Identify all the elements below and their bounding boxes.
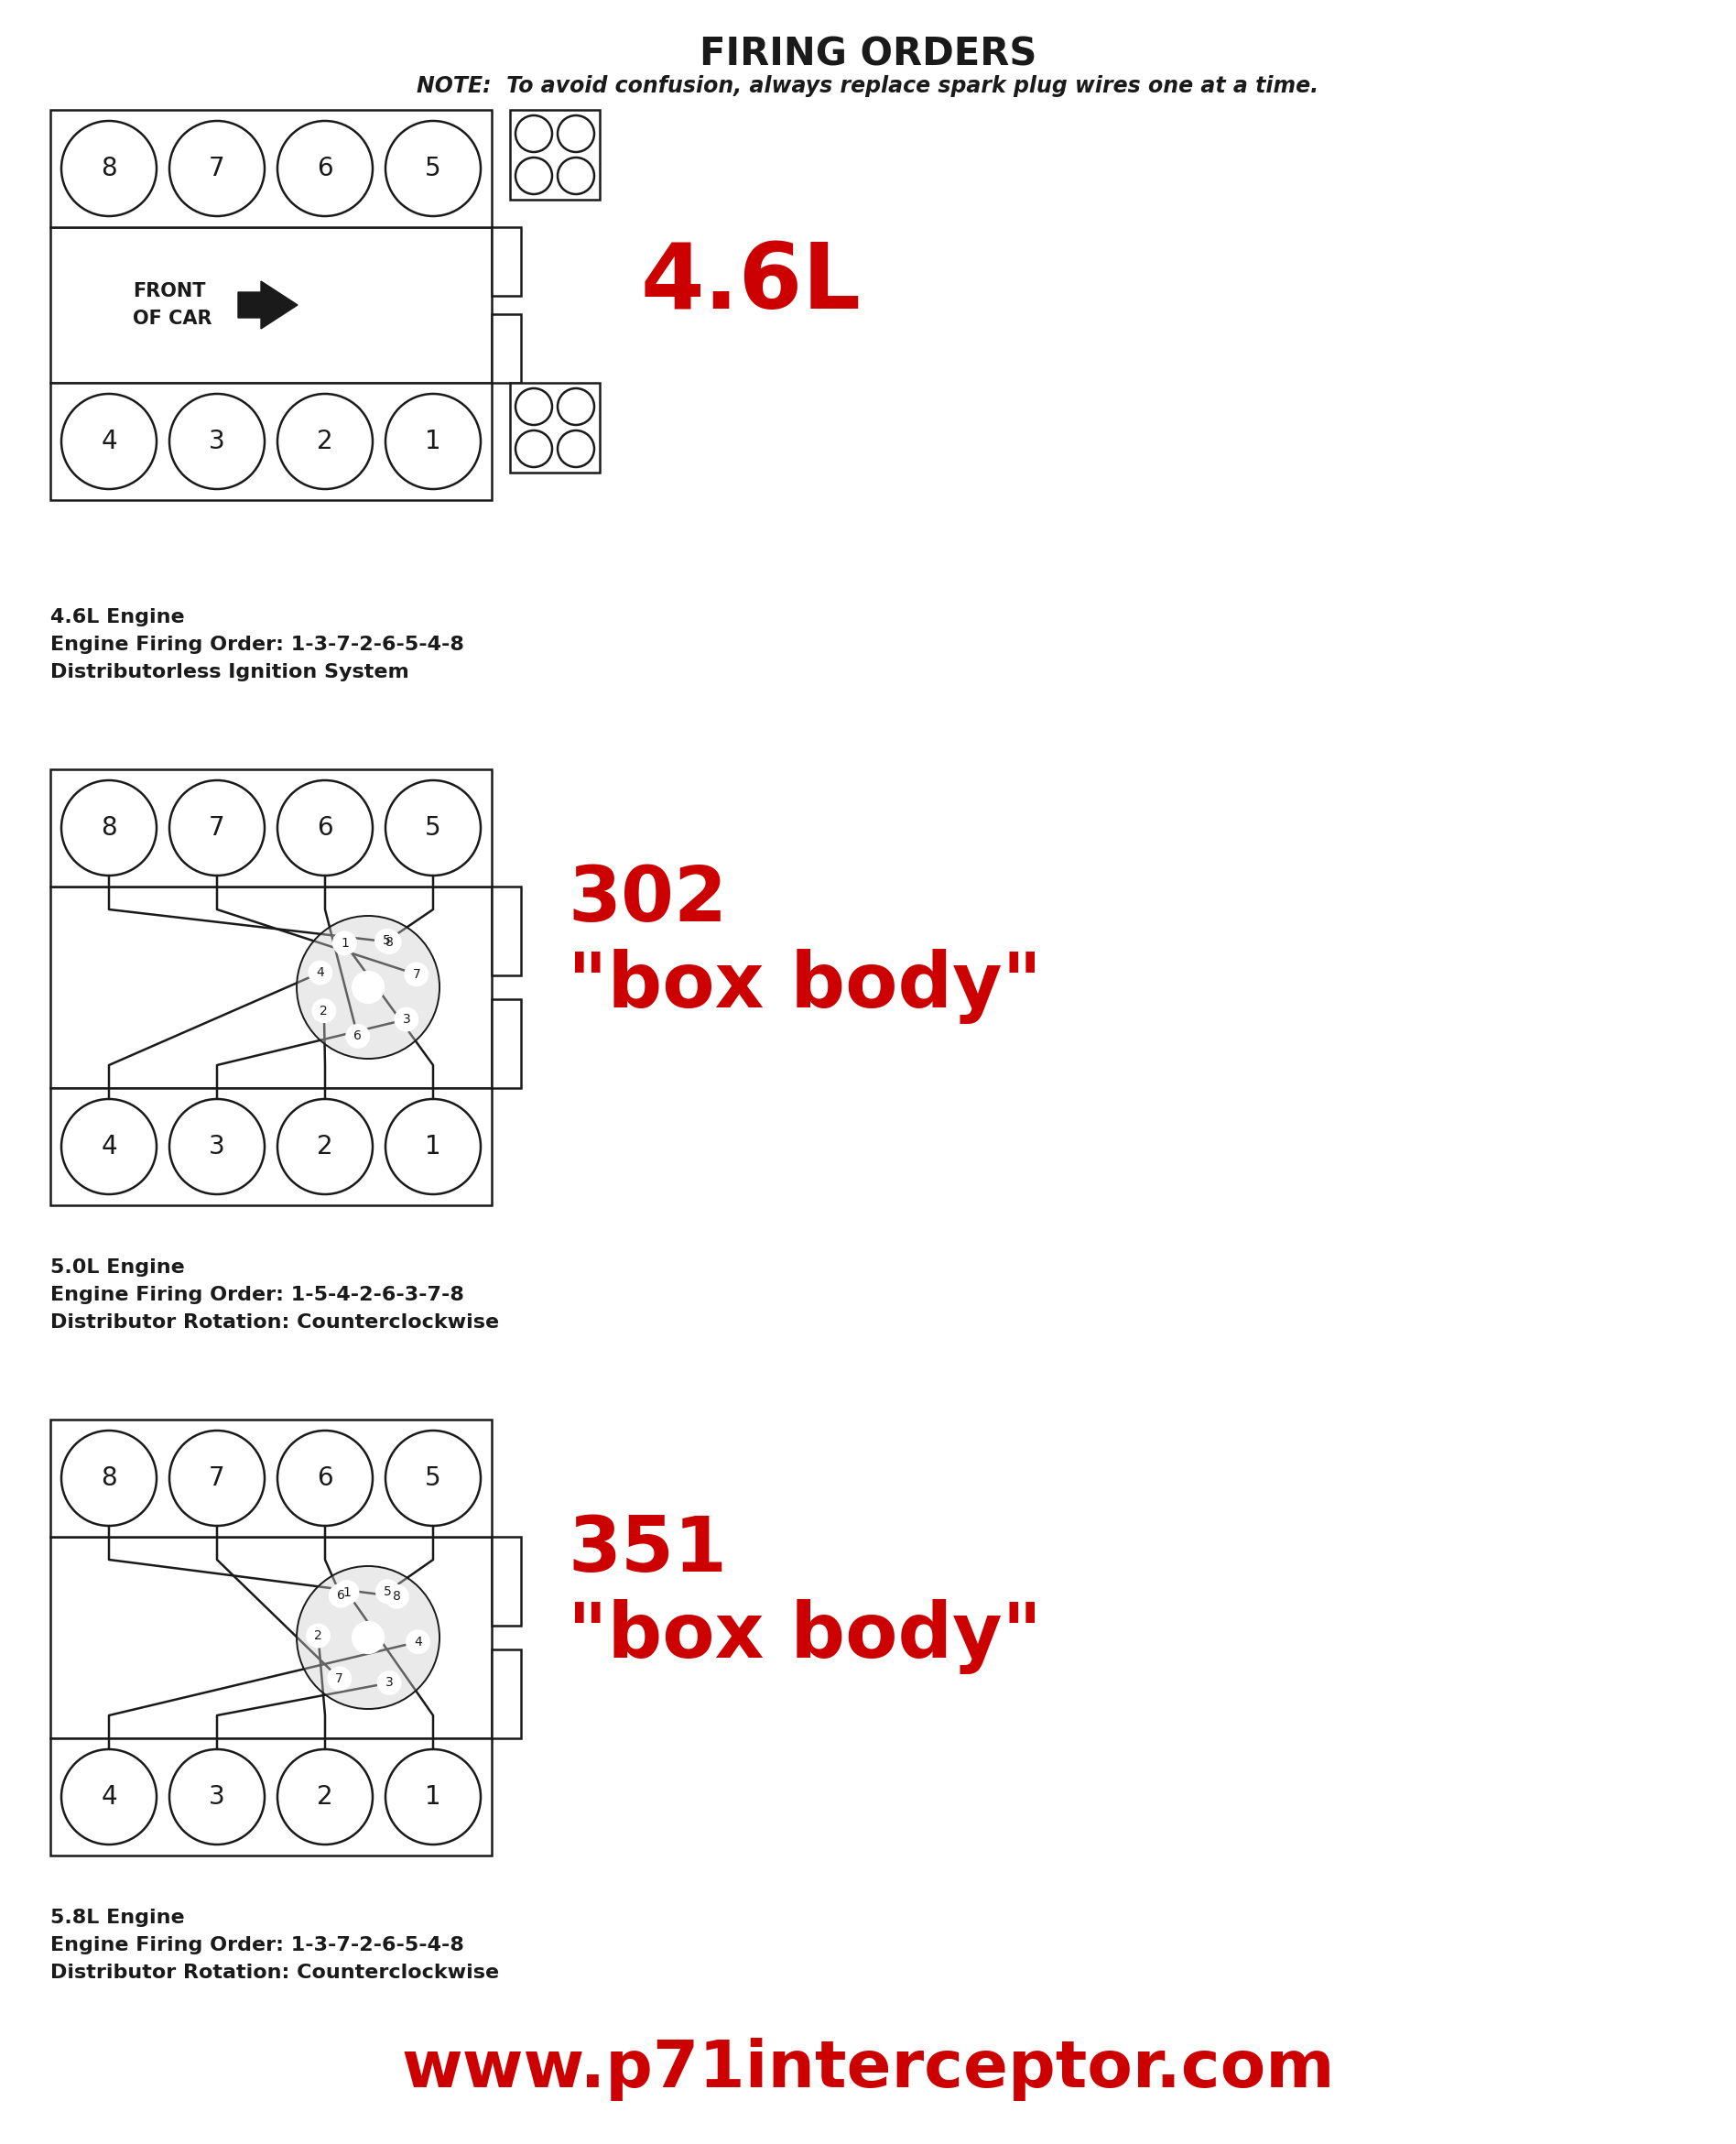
Text: 2: 2 [319, 1003, 328, 1016]
Text: 2: 2 [318, 1784, 333, 1810]
Bar [50, 1419, 491, 1537]
Circle shape [333, 933, 356, 954]
Text: 6: 6 [318, 157, 333, 182]
Text: 4: 4 [413, 1636, 422, 1649]
Text: Distributorless Ignition System: Distributorless Ignition System [50, 662, 410, 682]
Text: 7: 7 [335, 1672, 344, 1685]
Text: 5.0L Engine: 5.0L Engine [50, 1259, 184, 1276]
Text: 5: 5 [425, 1464, 441, 1490]
Text: 3: 3 [385, 1677, 394, 1689]
Bar [50, 1739, 491, 1855]
Bar [491, 227, 521, 296]
Text: 8: 8 [101, 157, 116, 182]
Text: 3: 3 [403, 1012, 410, 1025]
Circle shape [406, 1629, 429, 1653]
Circle shape [297, 915, 439, 1059]
Circle shape [312, 999, 335, 1023]
Bar [491, 999, 521, 1087]
Text: 1: 1 [344, 1587, 351, 1599]
Text: 1: 1 [425, 429, 441, 455]
Text: 8: 8 [101, 815, 116, 840]
Bar [510, 384, 599, 472]
Circle shape [375, 930, 398, 952]
Text: 2: 2 [318, 1134, 333, 1160]
Text: 6: 6 [318, 1464, 333, 1490]
Circle shape [330, 1584, 352, 1608]
Circle shape [404, 963, 427, 986]
Circle shape [345, 1025, 370, 1048]
Bar [491, 1649, 521, 1739]
Text: 3: 3 [208, 429, 226, 455]
Text: www.p71interceptor.com: www.p71interceptor.com [401, 2039, 1335, 2101]
Text: 3: 3 [208, 1134, 226, 1160]
Circle shape [352, 1621, 384, 1653]
Text: FIRING ORDERS: FIRING ORDERS [700, 34, 1036, 73]
Text: 302
"box body": 302 "box body" [568, 862, 1042, 1025]
Text: 8: 8 [392, 1591, 401, 1604]
Text: 7: 7 [208, 815, 226, 840]
Text: Engine Firing Order: 1-3-7-2-6-5-4-8: Engine Firing Order: 1-3-7-2-6-5-4-8 [50, 1936, 464, 1955]
Bar [50, 770, 491, 885]
Text: 4: 4 [101, 1134, 116, 1160]
Bar [50, 885, 491, 1087]
Bar [491, 1537, 521, 1625]
Text: 4: 4 [101, 429, 116, 455]
Text: 3: 3 [208, 1784, 226, 1810]
Text: 7: 7 [208, 1464, 226, 1490]
Text: Engine Firing Order: 1-3-7-2-6-5-4-8: Engine Firing Order: 1-3-7-2-6-5-4-8 [50, 635, 464, 654]
Bar [50, 1537, 491, 1739]
Text: 7: 7 [413, 967, 420, 980]
Text: 8: 8 [385, 935, 394, 948]
Circle shape [328, 1668, 351, 1689]
Text: 7: 7 [208, 157, 226, 182]
Bar [491, 315, 521, 384]
Text: 2: 2 [318, 429, 333, 455]
Bar [50, 1087, 491, 1205]
Bar [50, 109, 491, 227]
Text: 4: 4 [316, 967, 325, 980]
Text: 5.8L Engine: 5.8L Engine [50, 1908, 184, 1927]
Text: Distributor Rotation: Counterclockwise: Distributor Rotation: Counterclockwise [50, 1314, 500, 1331]
Text: 8: 8 [101, 1464, 116, 1490]
Bar [50, 227, 491, 384]
Circle shape [378, 1672, 401, 1694]
Text: 6: 6 [354, 1029, 361, 1042]
Circle shape [377, 1580, 399, 1604]
Text: 5: 5 [425, 157, 441, 182]
Text: 5: 5 [384, 1584, 392, 1597]
Text: 1: 1 [425, 1134, 441, 1160]
Text: OF CAR: OF CAR [132, 309, 212, 328]
Circle shape [396, 1008, 418, 1031]
Text: 5: 5 [425, 815, 441, 840]
Circle shape [352, 971, 384, 1003]
Text: 4.6L: 4.6L [641, 240, 861, 328]
Text: 5: 5 [384, 935, 391, 948]
Text: 4: 4 [101, 1784, 116, 1810]
Bar [50, 384, 491, 500]
Circle shape [309, 961, 332, 984]
Circle shape [385, 1584, 408, 1608]
Circle shape [335, 1580, 358, 1604]
Text: 351
"box body": 351 "box body" [568, 1514, 1042, 1674]
Text: Distributor Rotation: Counterclockwise: Distributor Rotation: Counterclockwise [50, 1964, 500, 1981]
Circle shape [307, 1625, 330, 1647]
Text: 2: 2 [314, 1629, 323, 1642]
Text: 4.6L Engine: 4.6L Engine [50, 609, 184, 626]
Text: 6: 6 [337, 1589, 345, 1602]
Text: FRONT: FRONT [132, 283, 205, 300]
Circle shape [297, 1565, 439, 1709]
Bar [510, 109, 599, 199]
Text: 1: 1 [425, 1784, 441, 1810]
Text: 6: 6 [318, 815, 333, 840]
Text: Engine Firing Order: 1-5-4-2-6-3-7-8: Engine Firing Order: 1-5-4-2-6-3-7-8 [50, 1286, 464, 1304]
Circle shape [378, 930, 401, 954]
Bar [491, 885, 521, 976]
Text: NOTE:  To avoid confusion, always replace spark plug wires one at a time.: NOTE: To avoid confusion, always replace… [417, 75, 1319, 96]
FancyArrow shape [238, 281, 297, 328]
Text: 1: 1 [340, 937, 349, 950]
